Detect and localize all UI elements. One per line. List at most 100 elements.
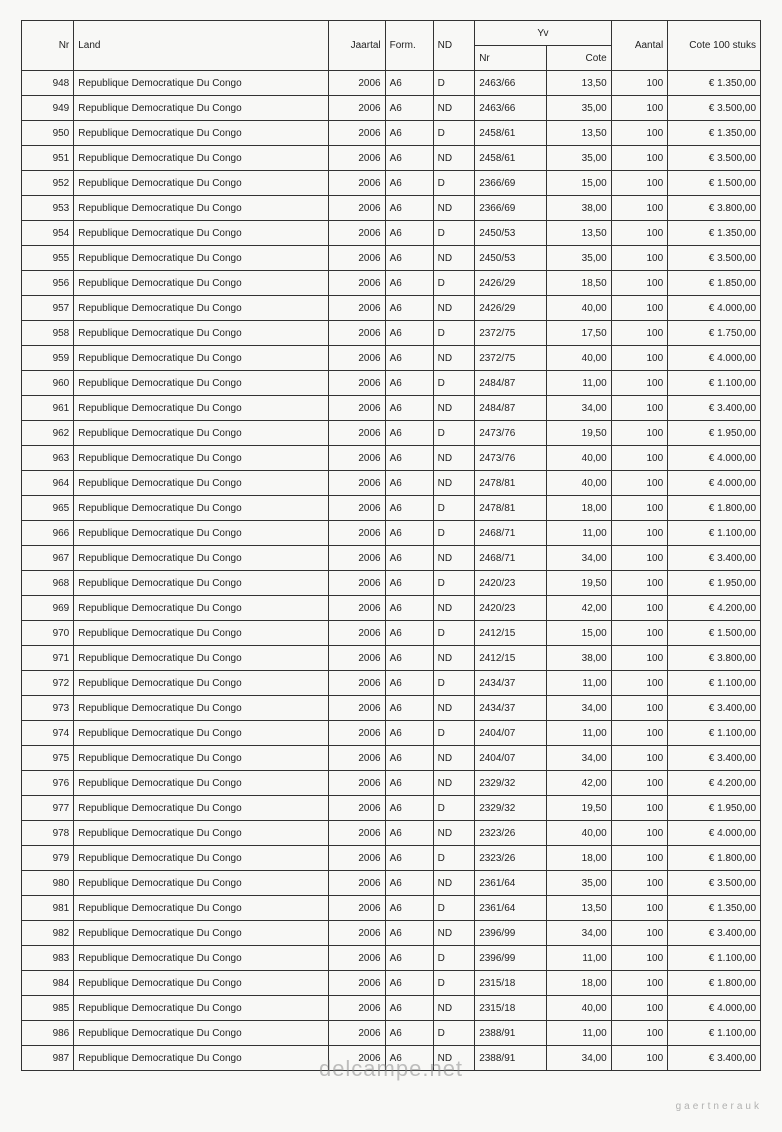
cell-nr: 984 <box>22 971 74 996</box>
cell-nr: 976 <box>22 771 74 796</box>
cell-aantal: 100 <box>611 296 668 321</box>
cell-nr: 958 <box>22 321 74 346</box>
cell-aantal: 100 <box>611 421 668 446</box>
cell-cote100: € 3.800,00 <box>668 646 761 671</box>
table-row: 979Republique Democratique Du Congo2006A… <box>22 846 761 871</box>
cell-nd: D <box>433 271 475 296</box>
cell-aantal: 100 <box>611 196 668 221</box>
cell-land: Republique Democratique Du Congo <box>74 321 329 346</box>
cell-cote: 35,00 <box>546 871 611 896</box>
cell-land: Republique Democratique Du Congo <box>74 646 329 671</box>
cell-nd: D <box>433 421 475 446</box>
cell-nd: ND <box>433 196 475 221</box>
cell-nr: 968 <box>22 571 74 596</box>
cell-nr: 965 <box>22 496 74 521</box>
cell-jaartal: 2006 <box>329 746 386 771</box>
cell-form: A6 <box>385 371 433 396</box>
cell-cote100: € 3.500,00 <box>668 96 761 121</box>
cell-aantal: 100 <box>611 946 668 971</box>
cell-jaartal: 2006 <box>329 96 386 121</box>
cell-jaartal: 2006 <box>329 196 386 221</box>
cell-aantal: 100 <box>611 571 668 596</box>
cell-nr: 956 <box>22 271 74 296</box>
cell-yvnr: 2484/87 <box>475 396 546 421</box>
cell-form: A6 <box>385 421 433 446</box>
cell-nr: 966 <box>22 521 74 546</box>
cell-yvnr: 2434/37 <box>475 671 546 696</box>
cell-form: A6 <box>385 796 433 821</box>
cell-cote: 40,00 <box>546 296 611 321</box>
cell-land: Republique Democratique Du Congo <box>74 196 329 221</box>
cell-cote100: € 1.350,00 <box>668 121 761 146</box>
cell-cote100: € 4.000,00 <box>668 821 761 846</box>
cell-nd: D <box>433 171 475 196</box>
cell-form: A6 <box>385 471 433 496</box>
cell-form: A6 <box>385 671 433 696</box>
table-row: 982Republique Democratique Du Congo2006A… <box>22 921 761 946</box>
cell-form: A6 <box>385 171 433 196</box>
cell-yvnr: 2388/91 <box>475 1021 546 1046</box>
cell-cote100: € 1.100,00 <box>668 946 761 971</box>
cell-nr: 963 <box>22 446 74 471</box>
cell-nd: D <box>433 371 475 396</box>
catalog-table: Nr Land Jaartal Form. ND Yv Aantal Cote … <box>21 20 761 1071</box>
cell-form: A6 <box>385 1046 433 1071</box>
cell-nr: 948 <box>22 71 74 96</box>
cell-form: A6 <box>385 246 433 271</box>
cell-aantal: 100 <box>611 371 668 396</box>
cell-form: A6 <box>385 971 433 996</box>
cell-form: A6 <box>385 71 433 96</box>
table-row: 950Republique Democratique Du Congo2006A… <box>22 121 761 146</box>
table-row: 963Republique Democratique Du Congo2006A… <box>22 446 761 471</box>
cell-jaartal: 2006 <box>329 546 386 571</box>
table-row: 986Republique Democratique Du Congo2006A… <box>22 1021 761 1046</box>
cell-cote: 13,50 <box>546 221 611 246</box>
table-row: 953Republique Democratique Du Congo2006A… <box>22 196 761 221</box>
cell-land: Republique Democratique Du Congo <box>74 96 329 121</box>
cell-jaartal: 2006 <box>329 646 386 671</box>
cell-cote100: € 1.800,00 <box>668 496 761 521</box>
cell-cote: 38,00 <box>546 646 611 671</box>
cell-cote: 40,00 <box>546 996 611 1021</box>
cell-jaartal: 2006 <box>329 1046 386 1071</box>
cell-jaartal: 2006 <box>329 146 386 171</box>
cell-nd: D <box>433 321 475 346</box>
cell-form: A6 <box>385 96 433 121</box>
cell-nr: 975 <box>22 746 74 771</box>
table-row: 962Republique Democratique Du Congo2006A… <box>22 421 761 446</box>
table-row: 984Republique Democratique Du Congo2006A… <box>22 971 761 996</box>
cell-aantal: 100 <box>611 796 668 821</box>
cell-cote100: € 1.500,00 <box>668 621 761 646</box>
cell-form: A6 <box>385 621 433 646</box>
cell-nd: ND <box>433 546 475 571</box>
cell-nr: 961 <box>22 396 74 421</box>
cell-cote100: € 4.000,00 <box>668 471 761 496</box>
cell-yvnr: 2426/29 <box>475 271 546 296</box>
table-row: 958Republique Democratique Du Congo2006A… <box>22 321 761 346</box>
cell-aantal: 100 <box>611 821 668 846</box>
cell-jaartal: 2006 <box>329 696 386 721</box>
cell-jaartal: 2006 <box>329 846 386 871</box>
cell-cote: 38,00 <box>546 196 611 221</box>
cell-cote100: € 1.800,00 <box>668 971 761 996</box>
cell-form: A6 <box>385 321 433 346</box>
cell-yvnr: 2463/66 <box>475 96 546 121</box>
cell-land: Republique Democratique Du Congo <box>74 971 329 996</box>
cell-cote: 34,00 <box>546 746 611 771</box>
cell-form: A6 <box>385 146 433 171</box>
cell-land: Republique Democratique Du Congo <box>74 1046 329 1071</box>
cell-cote100: € 1.950,00 <box>668 421 761 446</box>
cell-cote: 11,00 <box>546 521 611 546</box>
cell-jaartal: 2006 <box>329 321 386 346</box>
cell-aantal: 100 <box>611 971 668 996</box>
cell-cote: 11,00 <box>546 671 611 696</box>
cell-cote100: € 1.350,00 <box>668 896 761 921</box>
cell-nd: ND <box>433 346 475 371</box>
table-row: 959Republique Democratique Du Congo2006A… <box>22 346 761 371</box>
cell-nd: D <box>433 571 475 596</box>
cell-nr: 970 <box>22 621 74 646</box>
cell-nd: ND <box>433 921 475 946</box>
cell-jaartal: 2006 <box>329 246 386 271</box>
cell-yvnr: 2315/18 <box>475 971 546 996</box>
cell-yvnr: 2396/99 <box>475 921 546 946</box>
